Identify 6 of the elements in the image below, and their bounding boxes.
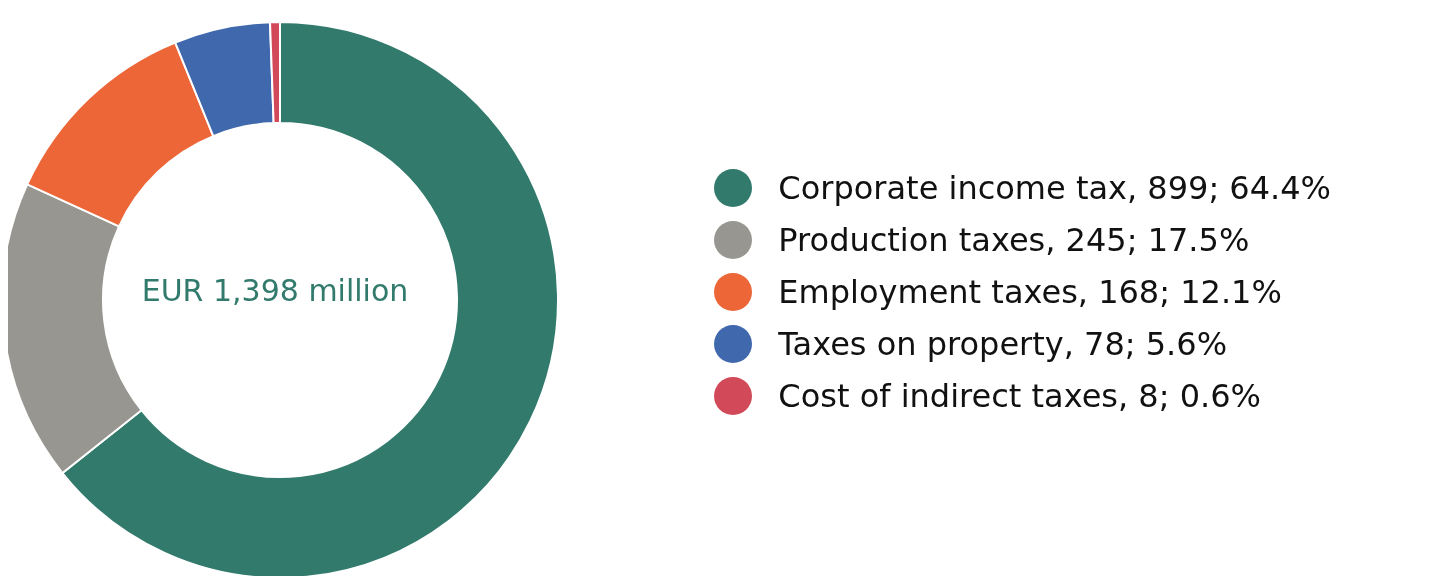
legend-label: Production taxes, 245; 17.5% — [778, 221, 1250, 259]
legend-label: Taxes on property, 78; 5.6% — [778, 325, 1228, 363]
legend-label: Employment taxes, 168; 12.1% — [778, 273, 1282, 311]
legend-label: Cost of indirect taxes, 8; 0.6% — [778, 377, 1261, 415]
legend-label: Corporate income tax, 899; 64.4% — [778, 169, 1331, 207]
text: EUR 1,398 million — [140, 273, 410, 308]
